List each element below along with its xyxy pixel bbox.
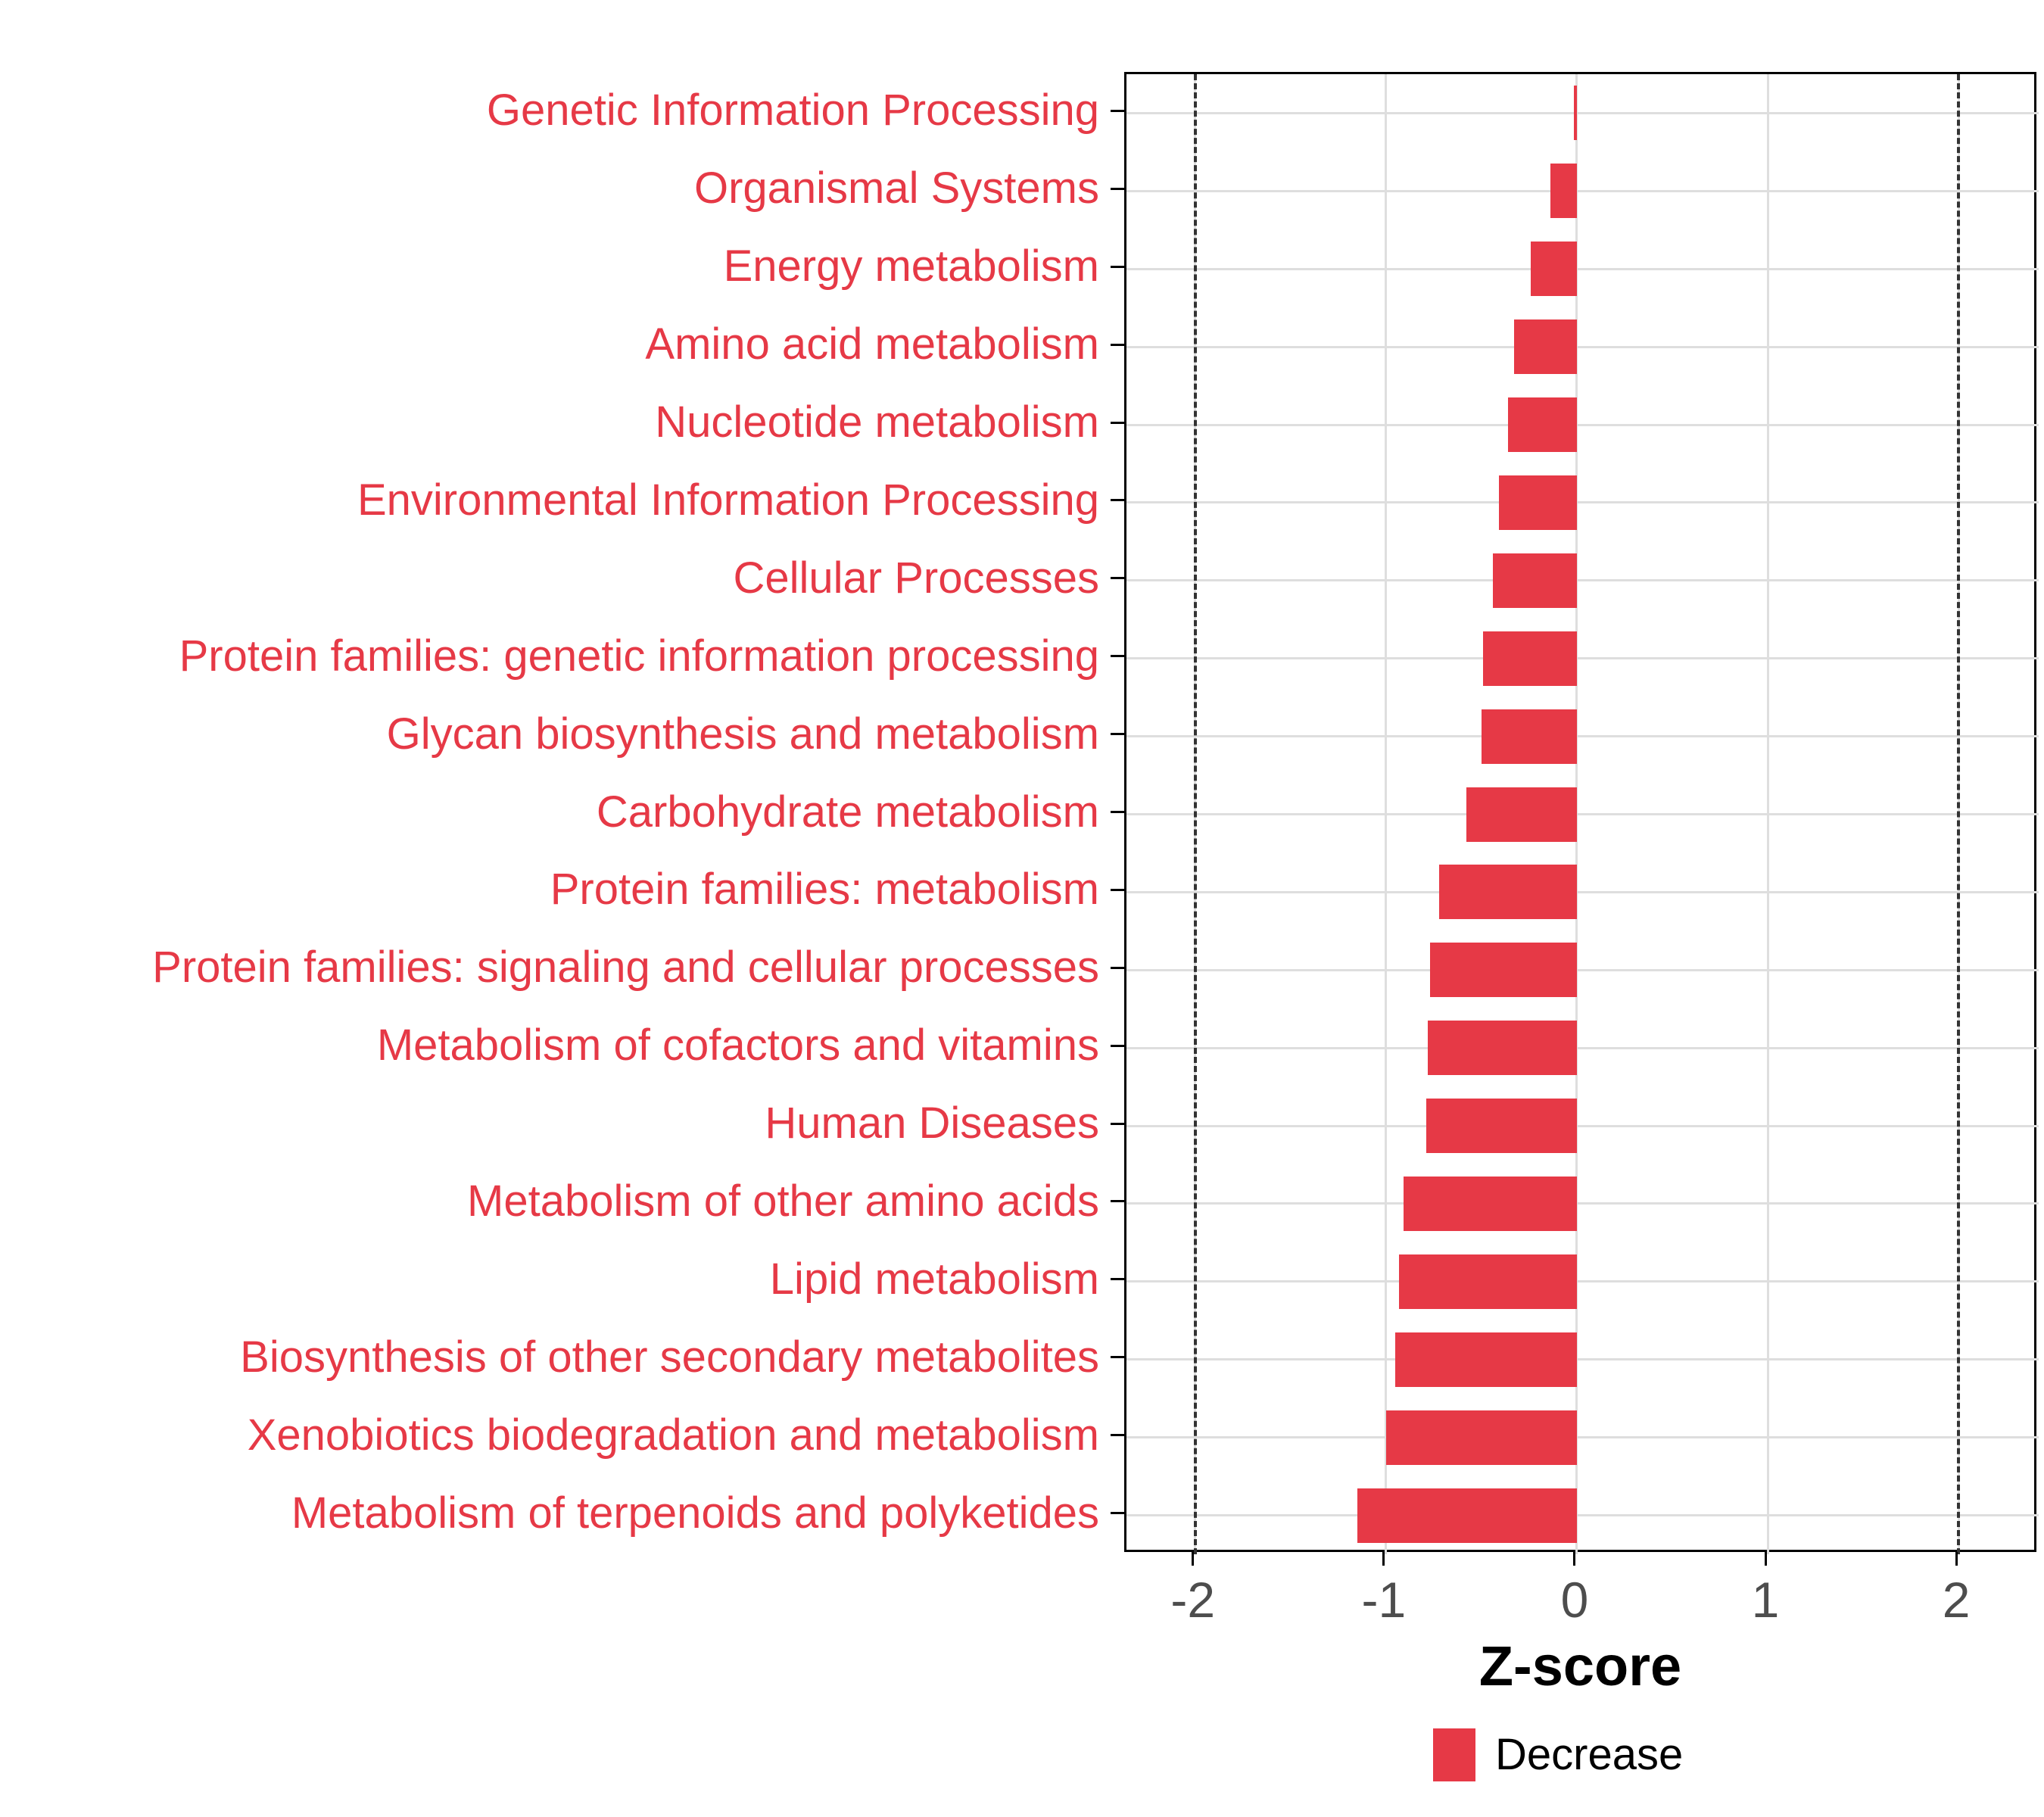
reference-line-x-2 <box>1957 74 1961 1554</box>
y-axis-tick-7 <box>1111 655 1124 658</box>
bar-8 <box>1481 709 1577 764</box>
category-label-18: Metabolism of terpenoids and polyketides <box>291 1488 1099 1538</box>
y-axis-tick-11 <box>1111 966 1124 969</box>
gridline-y-0 <box>1126 111 2039 114</box>
gridline-y-5 <box>1126 501 2039 504</box>
x-tick-label-2: 2 <box>1942 1572 1971 1628</box>
gridline-y-18 <box>1126 1514 2039 1517</box>
bar-0 <box>1574 86 1577 141</box>
y-axis-tick-2 <box>1111 265 1124 268</box>
category-label-7: Protein families: genetic information pr… <box>179 631 1099 681</box>
gridline-y-8 <box>1126 735 2039 738</box>
gridline-y-7 <box>1126 657 2039 660</box>
bar-7 <box>1483 631 1577 686</box>
category-label-15: Lipid metabolism <box>769 1254 1099 1304</box>
x-axis-title: Z-score <box>1478 1635 1682 1697</box>
y-axis-tick-9 <box>1111 811 1124 813</box>
x-tick-label-1: 1 <box>1751 1572 1780 1628</box>
bar-11 <box>1429 943 1577 998</box>
gridline-y-14 <box>1126 1202 2039 1205</box>
category-label-16: Biosynthesis of other secondary metaboli… <box>240 1332 1099 1382</box>
category-label-13: Human Diseases <box>765 1099 1099 1148</box>
y-axis-tick-0 <box>1111 109 1124 112</box>
y-axis-tick-14 <box>1111 1200 1124 1203</box>
category-label-0: Genetic Information Processing <box>486 86 1099 136</box>
gridline-y-17 <box>1126 1436 2039 1439</box>
category-label-5: Environmental Information Processing <box>357 475 1099 525</box>
category-label-1: Organismal Systems <box>693 164 1099 213</box>
bar-5 <box>1498 475 1577 530</box>
bar-4 <box>1508 397 1577 453</box>
x-axis-tick-0 <box>1573 1552 1576 1566</box>
y-axis-tick-3 <box>1111 343 1124 346</box>
category-label-17: Xenobiotics biodegradation and metabolis… <box>247 1410 1099 1460</box>
x-axis-tick-1 <box>1764 1552 1767 1566</box>
bar-1 <box>1550 164 1577 219</box>
category-label-2: Energy metabolism <box>723 242 1099 291</box>
category-label-8: Glycan biosynthesis and metabolism <box>386 709 1099 759</box>
legend: Decrease <box>1433 1728 1683 1781</box>
gridline-y-15 <box>1126 1280 2039 1283</box>
x-axis-tick--1 <box>1382 1552 1385 1566</box>
legend-label-decrease: Decrease <box>1495 1730 1684 1779</box>
gridline-y-6 <box>1126 579 2039 582</box>
bar-16 <box>1395 1332 1577 1387</box>
x-axis-tick-2 <box>1955 1552 1958 1566</box>
gridline-y-11 <box>1126 968 2039 971</box>
bar-3 <box>1513 319 1577 375</box>
category-label-4: Nucleotide metabolism <box>655 397 1099 447</box>
gridline-y-16 <box>1126 1358 2039 1361</box>
category-label-6: Cellular Processes <box>733 553 1099 603</box>
x-tick-label-0: 0 <box>1560 1572 1589 1628</box>
bar-2 <box>1531 242 1577 297</box>
gridline-y-9 <box>1126 813 2039 815</box>
y-axis-tick-12 <box>1111 1044 1124 1047</box>
bar-13 <box>1426 1099 1577 1154</box>
y-axis-tick-1 <box>1111 187 1124 190</box>
bar-12 <box>1428 1021 1577 1076</box>
category-label-12: Metabolism of cofactors and vitamins <box>376 1021 1099 1071</box>
bar-18 <box>1357 1488 1577 1543</box>
bar-17 <box>1385 1410 1577 1465</box>
bar-10 <box>1439 865 1577 920</box>
plot-panel <box>1124 72 2039 1554</box>
bar-9 <box>1466 787 1577 842</box>
y-axis-tick-15 <box>1111 1278 1124 1281</box>
y-axis-tick-17 <box>1111 1434 1124 1437</box>
x-axis-tick--2 <box>1192 1552 1195 1566</box>
x-tick-label--2: -2 <box>1170 1572 1216 1628</box>
y-axis-tick-6 <box>1111 577 1124 580</box>
legend-swatch-decrease <box>1433 1728 1475 1781</box>
x-tick-label--1: -1 <box>1361 1572 1407 1628</box>
bar-14 <box>1403 1176 1577 1231</box>
y-axis-tick-16 <box>1111 1356 1124 1359</box>
gridline-y-3 <box>1126 345 2039 348</box>
gridline-y-1 <box>1126 189 2039 192</box>
gridline-y-2 <box>1126 267 2039 270</box>
gridline-y-13 <box>1126 1124 2039 1127</box>
gridline-y-4 <box>1126 423 2039 426</box>
reference-line-x--2 <box>1193 74 1197 1554</box>
y-axis-tick-4 <box>1111 421 1124 424</box>
y-axis-tick-5 <box>1111 499 1124 502</box>
bar-15 <box>1399 1254 1577 1309</box>
category-label-11: Protein families: signaling and cellular… <box>152 943 1099 993</box>
category-label-10: Protein families: metabolism <box>550 865 1099 915</box>
category-label-3: Amino acid metabolism <box>645 319 1099 369</box>
bar-6 <box>1493 553 1577 608</box>
y-axis-tick-8 <box>1111 733 1124 736</box>
gridline-y-12 <box>1126 1046 2039 1049</box>
gridline-y-10 <box>1126 890 2039 893</box>
y-axis-tick-10 <box>1111 888 1124 891</box>
category-label-9: Carbohydrate metabolism <box>596 787 1099 837</box>
y-axis-tick-18 <box>1111 1512 1124 1515</box>
y-axis-tick-13 <box>1111 1122 1124 1125</box>
category-label-14: Metabolism of other amino acids <box>467 1176 1099 1226</box>
